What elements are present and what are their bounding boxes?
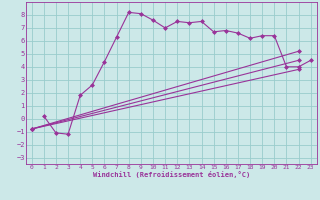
X-axis label: Windchill (Refroidissement éolien,°C): Windchill (Refroidissement éolien,°C) — [92, 171, 250, 178]
